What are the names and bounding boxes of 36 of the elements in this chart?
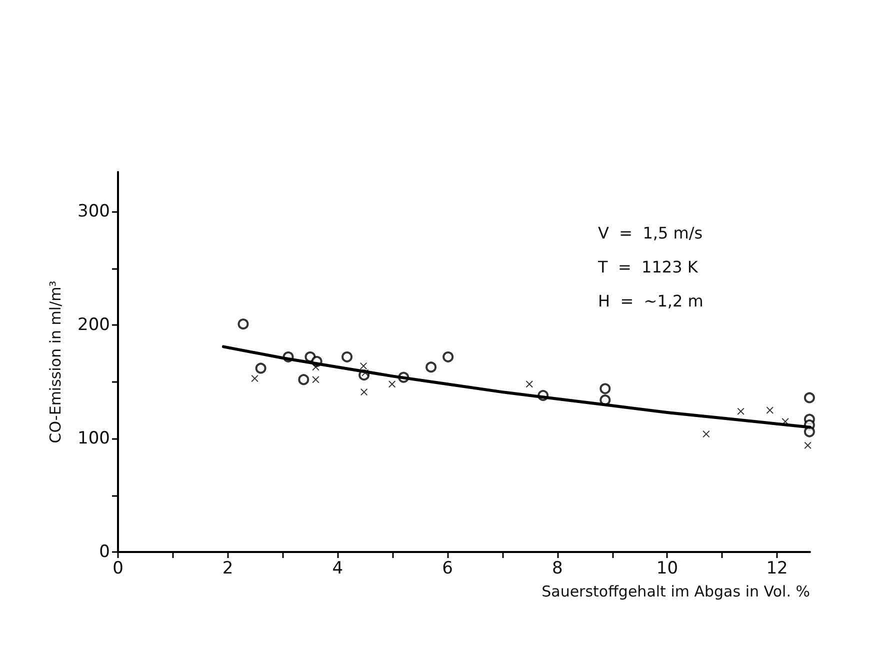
point bbox=[388, 380, 396, 388]
point bbox=[737, 408, 744, 415]
y-tick-label: 300 bbox=[78, 202, 110, 222]
y-tick-label: 100 bbox=[78, 428, 110, 449]
point bbox=[360, 388, 368, 396]
y-tick-label: 200 bbox=[78, 315, 110, 336]
x-tick-label: 4 bbox=[332, 558, 344, 578]
point bbox=[255, 362, 266, 374]
point bbox=[251, 374, 258, 382]
point bbox=[702, 430, 710, 438]
point bbox=[312, 376, 320, 384]
point bbox=[360, 362, 367, 370]
x-tick-label: 2 bbox=[222, 558, 234, 578]
point bbox=[442, 351, 454, 362]
point bbox=[312, 364, 320, 371]
point bbox=[804, 442, 812, 449]
x-tick-label: 12 bbox=[766, 558, 788, 578]
point bbox=[426, 362, 437, 373]
point bbox=[526, 380, 533, 388]
point bbox=[804, 392, 815, 404]
point bbox=[298, 374, 310, 386]
x-tick-label: 6 bbox=[442, 558, 453, 578]
annotation: V = 1,5 m/s bbox=[598, 224, 703, 242]
point bbox=[600, 383, 611, 394]
point bbox=[804, 426, 815, 438]
x-axis-title: Sauerstoffgehalt im Abgas in Vol. % bbox=[542, 582, 810, 600]
y-axis-title: CO-Emission in ml/m³ bbox=[46, 280, 64, 444]
x-tick-label: 0 bbox=[112, 558, 124, 578]
annotation: T = 1123 K bbox=[597, 258, 698, 276]
y-tick-label: 0 bbox=[99, 542, 110, 562]
point bbox=[342, 351, 353, 362]
point bbox=[766, 406, 774, 414]
point bbox=[238, 318, 249, 330]
x-tick-label: 10 bbox=[656, 558, 678, 578]
x-tick-label: 8 bbox=[552, 558, 563, 578]
annotation: H = ~1,2 m bbox=[598, 292, 704, 310]
